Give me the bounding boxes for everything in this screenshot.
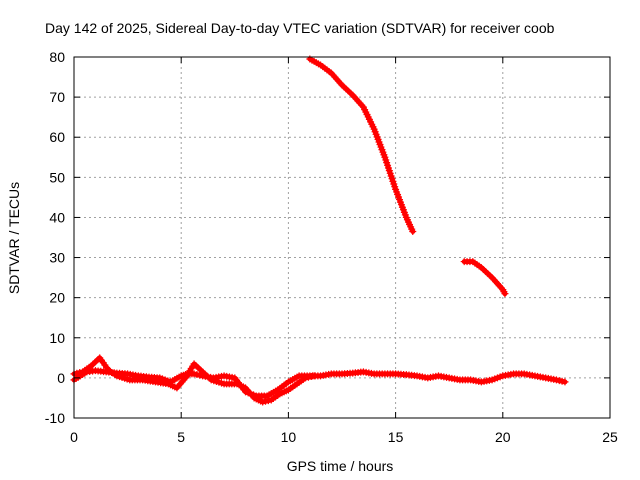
x-tick-label: 15: [388, 429, 404, 445]
x-tick-label: 20: [495, 429, 511, 445]
y-tick-label: 80: [49, 49, 65, 65]
data-point: [501, 290, 509, 298]
y-tick-label: 30: [49, 250, 65, 266]
x-tick-label: 10: [281, 429, 297, 445]
series-short-arc: [460, 258, 509, 298]
series-steep-descent: [306, 55, 417, 235]
y-tick-label: -10: [45, 410, 65, 426]
x-tick-label: 25: [602, 429, 618, 445]
data-point: [310, 372, 318, 380]
chart-title: Day 142 of 2025, Sidereal Day-to-day VTE…: [45, 20, 555, 36]
y-tick-label: 0: [57, 370, 65, 386]
y-tick-label: 50: [49, 169, 65, 185]
y-tick-label: 60: [49, 129, 65, 145]
data-series: [70, 55, 569, 406]
x-tick-label: 5: [177, 429, 185, 445]
x-axis-title: GPS time / hours: [287, 458, 394, 474]
data-point: [409, 227, 417, 235]
y-tick-label: 20: [49, 290, 65, 306]
x-tick-label: 0: [70, 429, 78, 445]
y-tick-label: 40: [49, 209, 65, 225]
axis-ticks: 0 5 10 15 20 25 -10 0 10 20 30 40 50 60 70 80: [45, 49, 618, 445]
data-point: [561, 378, 569, 386]
y-tick-label: 70: [49, 89, 65, 105]
y-axis-title: SDTVAR / TECUs: [6, 182, 22, 294]
series-baseline-2: [70, 354, 318, 406]
plot-frame: [73, 56, 611, 419]
grid-lines: [74, 57, 610, 418]
y-tick-label: 10: [49, 330, 65, 346]
